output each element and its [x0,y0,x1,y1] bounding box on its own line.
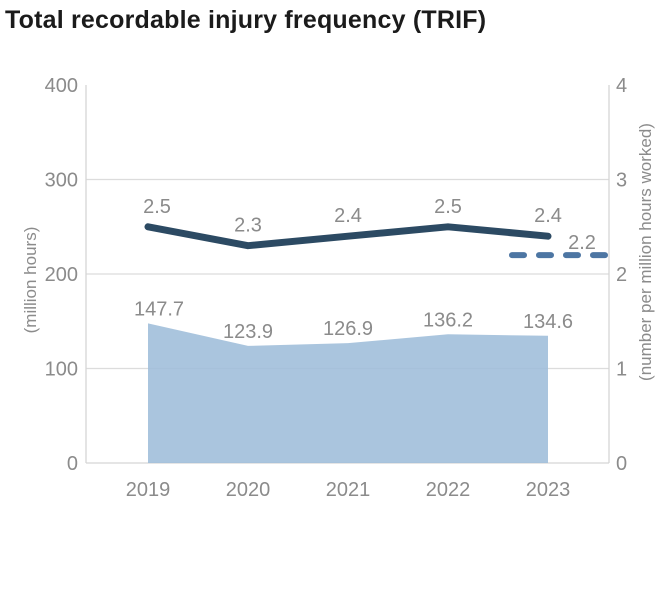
y-right-tick-label: 2 [616,264,627,286]
y-right-tick-label: 4 [616,75,627,97]
y-right-tick-label: 0 [616,453,627,475]
hours-value-label: 134.6 [523,311,573,333]
hours-value-label: 126.9 [323,318,373,340]
hours-worked-area [148,323,548,463]
hours-value-label: 147.7 [134,298,184,320]
hours-value-label: 136.2 [423,309,473,331]
trif-value-label: 2.5 [434,196,462,218]
trif-line [144,223,552,250]
hours-value-label: 123.9 [223,321,273,343]
y-left-tick-label: 200 [45,264,78,286]
left-axis-title: (million hours) [21,227,40,334]
x-tick-label: 2023 [526,479,571,501]
target-value-label: 2.2 [568,232,596,254]
y-left-tick-label: 100 [45,359,78,381]
right-axis-title: (number per million hours worked) [636,123,655,381]
trif-value-label: 2.4 [534,205,562,227]
trif-value-label: 2.3 [234,215,262,237]
y-left-tick-label: 0 [67,453,78,475]
trif-value-label: 2.4 [334,205,362,227]
trif-value-label: 2.5 [143,196,171,218]
x-tick-label: 2020 [226,479,271,501]
y-right-tick-label: 1 [616,359,627,381]
chart-title: Total recordable injury frequency (TRIF) [5,6,487,34]
chart-plot-area: 2.5 2.3 2.4 2.5 2.4 147.7 123.9 126.9 136.2 134.6… [21,75,655,501]
x-tick-label: 2022 [426,479,471,501]
x-tick-label: 2021 [326,479,371,501]
y-right-tick-label: 3 [616,170,627,192]
chart-legend: Total recordable injury frequency Hours … [0,525,663,612]
y-left-tick-label: 300 [45,170,78,192]
x-tick-label: 2019 [126,479,171,501]
y-left-tick-label: 400 [45,75,78,97]
